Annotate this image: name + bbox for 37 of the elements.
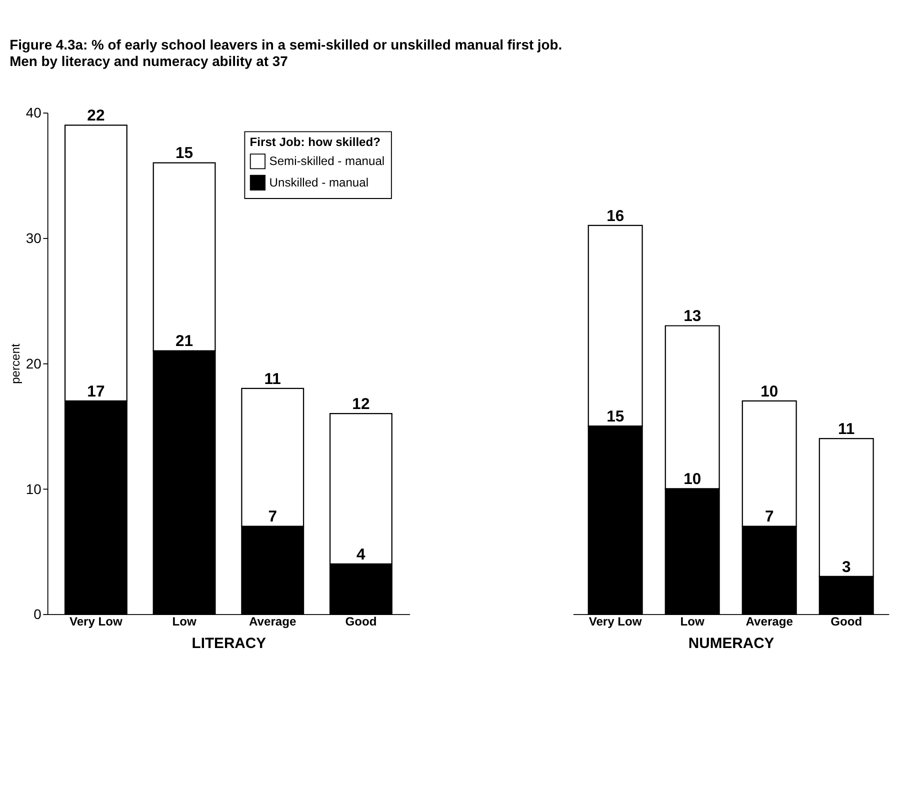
data-label: 11 xyxy=(264,370,282,388)
legend-label: Unskilled - manual xyxy=(269,175,369,190)
data-label: 7 xyxy=(268,508,278,526)
data-label: 10 xyxy=(760,383,778,400)
x-tick-label: Low xyxy=(680,614,706,629)
x-tick-label: Average xyxy=(746,614,794,629)
y-tick-label: 20 xyxy=(26,355,42,372)
chart-subtitle: Men by literacy and numeracy ability at 37 xyxy=(10,53,288,70)
y-tick-label: 0 xyxy=(34,606,42,622)
chart-title: Figure 4.3a: % of early school leavers in a semi-skilled or unskilled manual first job. xyxy=(10,36,562,52)
y-tick-label: 30 xyxy=(26,230,42,246)
x-tick-label: Very Low xyxy=(588,614,642,629)
x-tick-label: Average xyxy=(249,614,296,629)
data-label: 4 xyxy=(356,546,366,564)
x-tick-label: Very Low xyxy=(69,614,124,629)
x-tick-label: Good xyxy=(345,614,377,629)
data-label: 16 xyxy=(606,208,624,225)
data-label: 15 xyxy=(606,408,624,426)
data-label: 21 xyxy=(176,333,194,350)
x-axis-title: LITERACY xyxy=(192,636,266,652)
y-axis-title: percent xyxy=(8,343,22,384)
legend-title: First Job: how skilled? xyxy=(250,135,381,150)
data-label: 15 xyxy=(176,145,194,162)
x-tick-label: Good xyxy=(830,614,862,629)
data-label: 10 xyxy=(684,471,702,488)
y-tick-label: 40 xyxy=(26,104,42,121)
data-label: 7 xyxy=(764,508,774,526)
data-label: 12 xyxy=(352,396,370,413)
data-label: 22 xyxy=(87,108,105,125)
data-label: 11 xyxy=(838,420,855,438)
x-axis-title: NUMERACY xyxy=(688,636,774,652)
legend-label: Semi-skilled - manual xyxy=(269,154,385,168)
y-tick-label: 10 xyxy=(26,480,42,497)
data-label: 13 xyxy=(684,308,702,326)
data-label: 3 xyxy=(842,558,851,576)
x-tick-label: Low xyxy=(172,614,197,629)
data-label: 17 xyxy=(87,383,105,400)
